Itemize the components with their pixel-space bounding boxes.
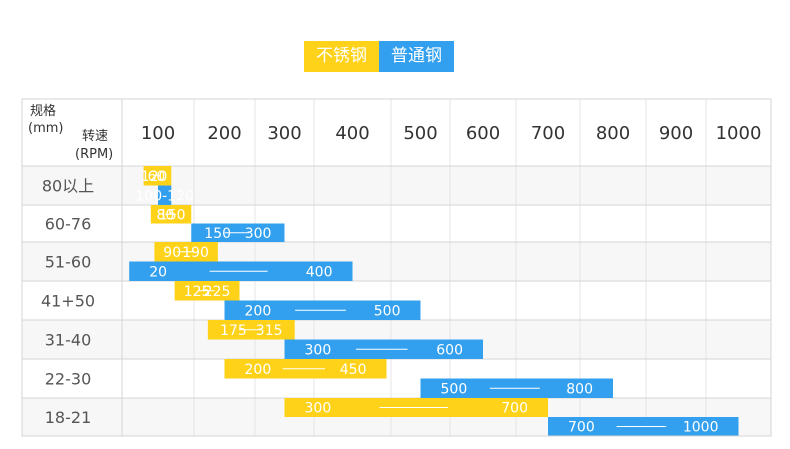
bar-label-start: 700 [568, 420, 595, 436]
bar-label-start: 60 [147, 169, 165, 185]
column-header: 400 [335, 123, 369, 144]
bar-label-end: 1000 [683, 420, 719, 436]
row-headers: 80以上 60-76 51-60 41+50 31-40 22-30 18-21 [41, 177, 95, 428]
column-header: 300 [267, 123, 301, 144]
column-header: 500 [403, 123, 437, 144]
bar-label-start: 175 [220, 323, 247, 339]
legend-ordinary-steel: 普通钢 [379, 41, 454, 72]
bar-label-end: 450 [340, 362, 367, 378]
bar-label-end: 315 [256, 323, 283, 339]
legend: 不锈钢 普通钢 [304, 41, 454, 72]
header-spec-unit: (mm) [28, 121, 63, 136]
bar-label-start: 500 [441, 381, 468, 397]
row-header: 80以上 [42, 177, 94, 196]
bar-label-start: 300 [305, 342, 332, 358]
bar-label-end: 400 [306, 264, 333, 280]
row-header: 31-40 [45, 331, 92, 350]
legend-stainless-steel: 不锈钢 [304, 41, 379, 72]
bar-label-start: 125 [184, 284, 211, 300]
header-speed-unit: (RPM) [75, 147, 113, 162]
header-speed-label: 转速 [82, 129, 108, 144]
table-frame [21, 98, 772, 437]
bar-label-end: 600 [436, 342, 463, 358]
column-headers: 100 200 300 400 500 600 700 800 900 1000 [141, 123, 762, 144]
bar-label-end: 150 [159, 207, 186, 223]
bar-label-start: 300 [305, 401, 332, 417]
row-header: 18-21 [45, 408, 92, 427]
bar-label-end: 300 [245, 226, 272, 242]
bar-label: 100-120 [135, 188, 194, 204]
bar-label-start: 20 [149, 264, 167, 280]
column-header: 900 [659, 123, 693, 144]
bar-label-end: 500 [374, 303, 401, 319]
bar-label-end: 225 [204, 284, 231, 300]
row-header: 22-30 [45, 370, 92, 389]
bar-label-end: 700 [501, 401, 528, 417]
row-header: 60-76 [45, 215, 92, 234]
bar-label-start: 200 [245, 362, 272, 378]
column-header: 800 [596, 123, 630, 144]
table-border [21, 98, 772, 437]
row-band [22, 166, 771, 205]
row-header: 51-60 [45, 253, 92, 272]
bar-ordinary [158, 185, 172, 205]
bar-label-start: 200 [245, 303, 272, 319]
column-header: 200 [207, 123, 241, 144]
bar-label-end: 800 [566, 381, 593, 397]
column-header: 100 [141, 123, 175, 144]
column-header: 1000 [716, 123, 762, 144]
column-header: 700 [531, 123, 565, 144]
bar-label-end: 120 [141, 169, 168, 185]
bar-label-start: 150 [204, 226, 231, 242]
column-header: 600 [466, 123, 500, 144]
header-spec-label: 规格 [30, 103, 56, 119]
bar-label-start: 80 [156, 207, 174, 223]
bar-label-end: 190 [182, 245, 209, 261]
row-header: 41+50 [41, 292, 95, 311]
bar-label-start: 90 [163, 245, 181, 261]
